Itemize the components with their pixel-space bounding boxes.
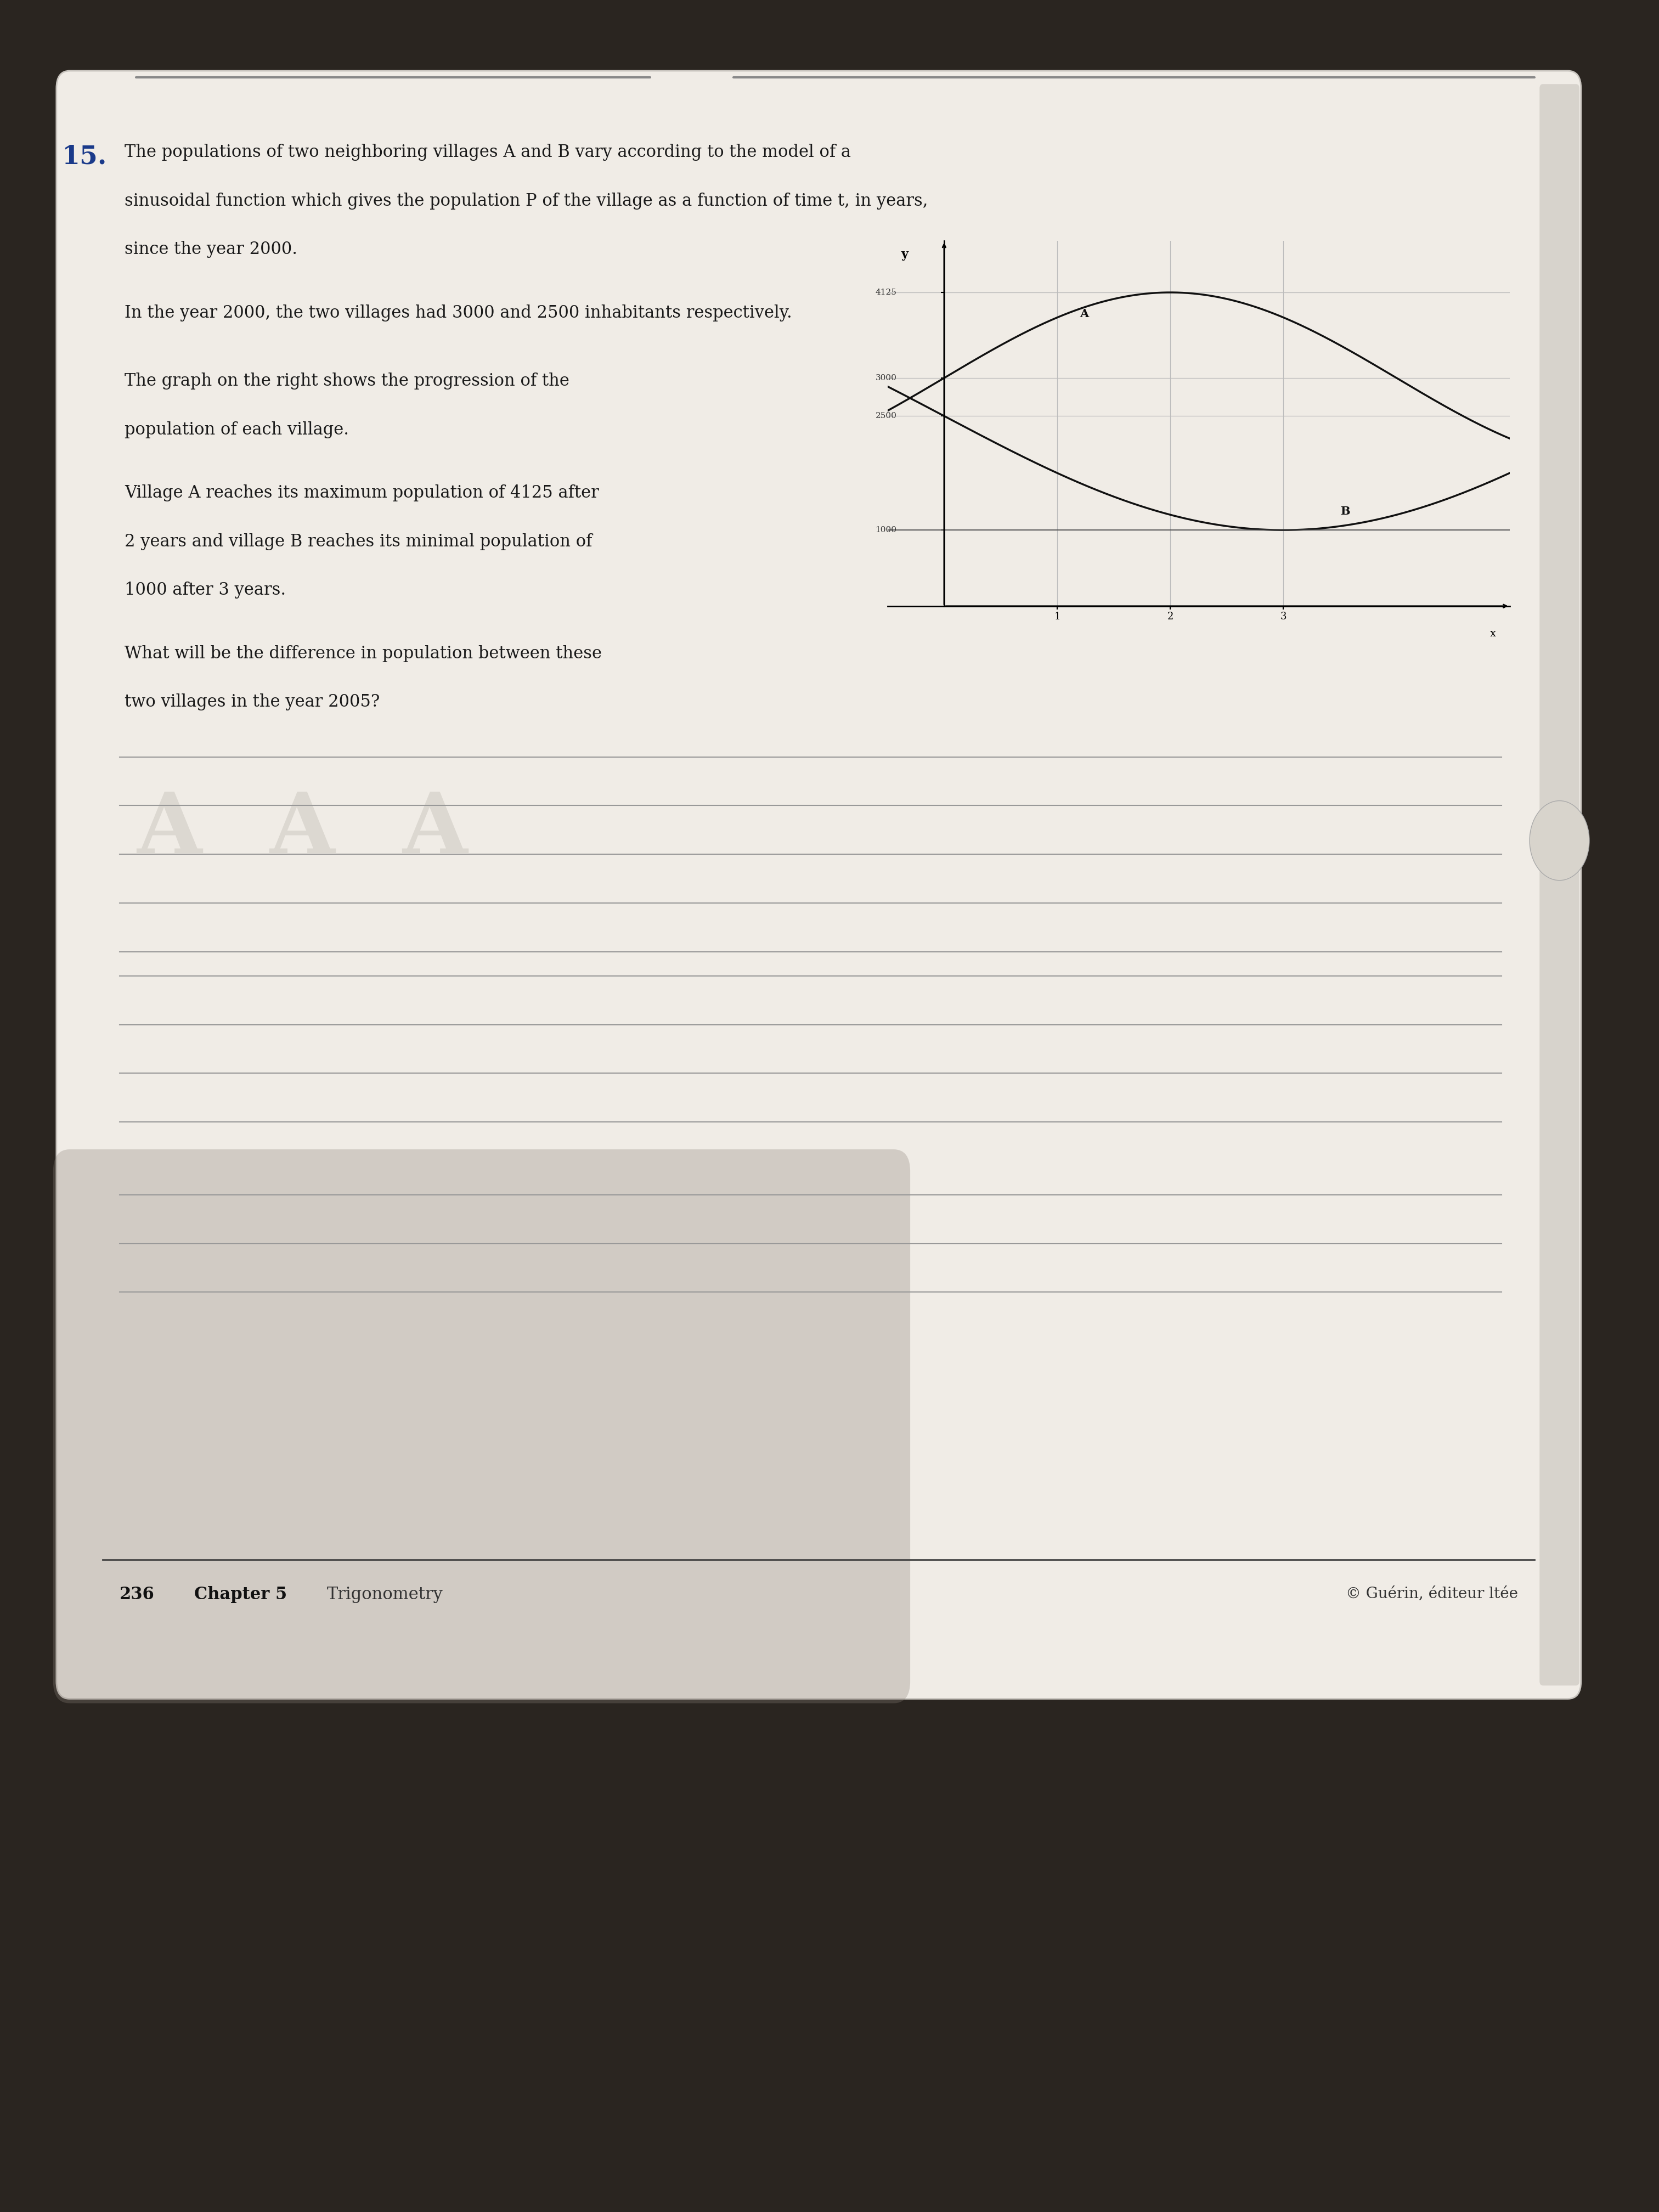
- Text: A: A: [401, 790, 468, 872]
- Text: The populations of two neighboring villages A and B vary according to the model : The populations of two neighboring villa…: [124, 144, 851, 161]
- Text: 1000: 1000: [876, 526, 896, 533]
- Text: y: y: [901, 248, 907, 261]
- FancyBboxPatch shape: [56, 71, 1581, 1699]
- Text: x: x: [1490, 628, 1496, 639]
- Text: A: A: [1080, 307, 1088, 319]
- Text: population of each village.: population of each village.: [124, 420, 348, 438]
- Text: 2500: 2500: [876, 411, 896, 420]
- Text: B: B: [1340, 507, 1350, 518]
- Text: Chapter 5: Chapter 5: [194, 1586, 287, 1604]
- Text: A: A: [269, 790, 335, 872]
- Text: Village A reaches its maximum population of 4125 after: Village A reaches its maximum population…: [124, 484, 599, 502]
- Text: Trigonometry: Trigonometry: [327, 1586, 443, 1604]
- Text: 2 years and village B reaches its minimal population of: 2 years and village B reaches its minima…: [124, 533, 592, 551]
- Text: 4125: 4125: [876, 288, 896, 296]
- Text: 3000: 3000: [876, 374, 896, 383]
- Text: 15.: 15.: [61, 144, 106, 168]
- Text: The graph on the right shows the progression of the: The graph on the right shows the progres…: [124, 372, 569, 389]
- FancyBboxPatch shape: [53, 1150, 911, 1703]
- Text: A: A: [136, 790, 202, 872]
- Text: since the year 2000.: since the year 2000.: [124, 241, 297, 259]
- Text: In the year 2000, the two villages had 3000 and 2500 inhabitants respectively.: In the year 2000, the two villages had 3…: [124, 305, 791, 321]
- Circle shape: [1530, 801, 1589, 880]
- Text: © Guérin, éditeur ltée: © Guérin, éditeur ltée: [1345, 1586, 1518, 1601]
- Text: What will be the difference in population between these: What will be the difference in populatio…: [124, 646, 602, 661]
- Text: 1000 after 3 years.: 1000 after 3 years.: [124, 582, 285, 599]
- Text: two villages in the year 2005?: two villages in the year 2005?: [124, 695, 380, 710]
- Text: 236: 236: [119, 1586, 154, 1604]
- FancyBboxPatch shape: [1540, 84, 1579, 1686]
- Text: sinusoidal function which gives the population P of the village as a function of: sinusoidal function which gives the popu…: [124, 192, 927, 210]
